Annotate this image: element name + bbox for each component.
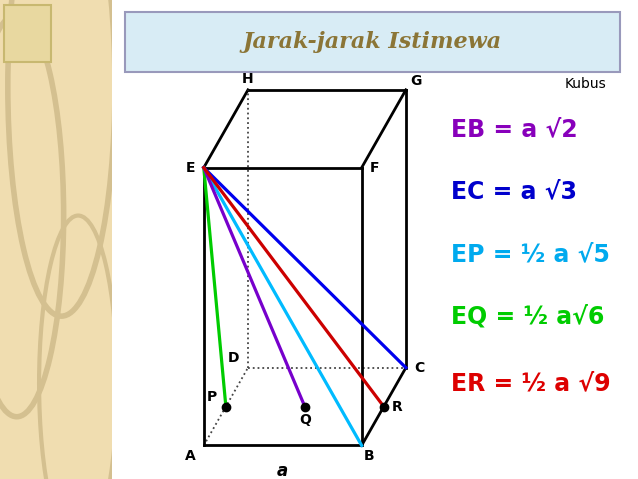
Text: B: B	[364, 449, 375, 463]
Text: EQ = ½ a√6: EQ = ½ a√6	[451, 304, 605, 328]
Text: G: G	[410, 74, 422, 88]
Text: EC = a √3: EC = a √3	[451, 180, 577, 204]
Text: EB = a √2: EB = a √2	[451, 117, 578, 141]
Text: A: A	[184, 449, 195, 463]
Text: ER = ½ a √9: ER = ½ a √9	[451, 371, 611, 395]
Text: H: H	[242, 72, 254, 86]
Text: P: P	[207, 390, 218, 404]
Text: a: a	[277, 462, 288, 479]
Text: Q: Q	[299, 413, 311, 427]
Text: R: R	[392, 399, 403, 413]
FancyBboxPatch shape	[125, 12, 619, 72]
Text: C: C	[414, 361, 424, 375]
Text: E: E	[186, 160, 195, 175]
Text: D: D	[228, 352, 239, 365]
Text: Kubus: Kubus	[565, 77, 606, 91]
Text: F: F	[370, 160, 380, 175]
Text: EP = ½ a √5: EP = ½ a √5	[451, 242, 610, 266]
Text: Jarak-jarak Istimewa: Jarak-jarak Istimewa	[242, 31, 501, 53]
FancyBboxPatch shape	[4, 5, 51, 62]
